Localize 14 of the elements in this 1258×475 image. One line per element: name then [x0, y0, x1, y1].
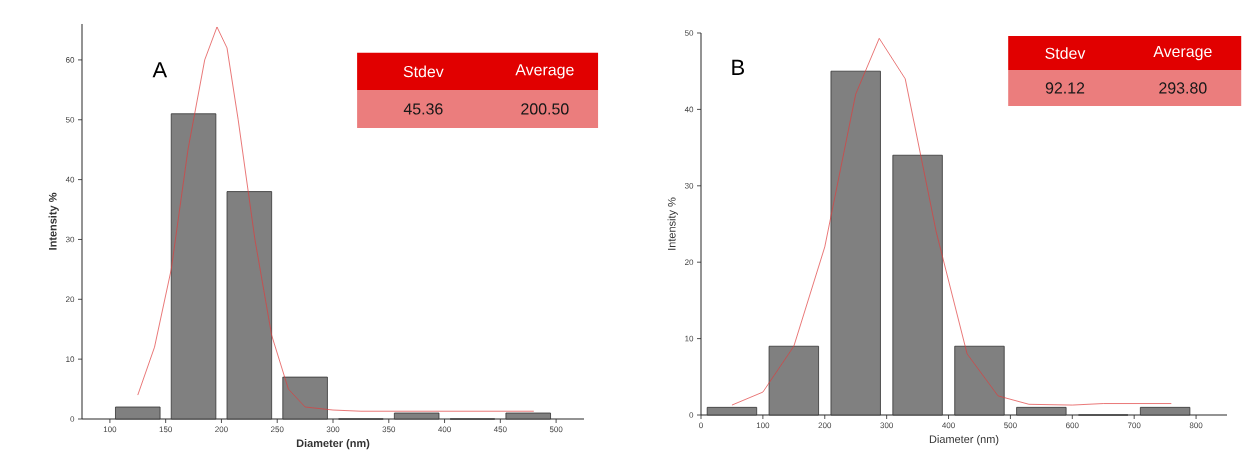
y-axis-title: Intensity % — [667, 197, 678, 250]
annotation: 92.12 — [1045, 82, 1085, 94]
x-axis-title: Diameter (nm) — [296, 439, 370, 450]
annotation: 293.80 — [1159, 82, 1207, 94]
annotation: 200.50 — [521, 103, 569, 115]
x-axis-title: Diameter (nm) — [929, 435, 999, 446]
annotation: Average — [515, 64, 574, 79]
annotation: Stdev — [403, 65, 444, 78]
y-axis-title: Intensity % — [48, 192, 59, 250]
annotation: Stdev — [1045, 47, 1086, 59]
annotation: 45.36 — [403, 103, 443, 115]
annotation: B — [732, 59, 744, 75]
annotation: Average — [1153, 45, 1212, 61]
annotation: A — [152, 62, 168, 78]
